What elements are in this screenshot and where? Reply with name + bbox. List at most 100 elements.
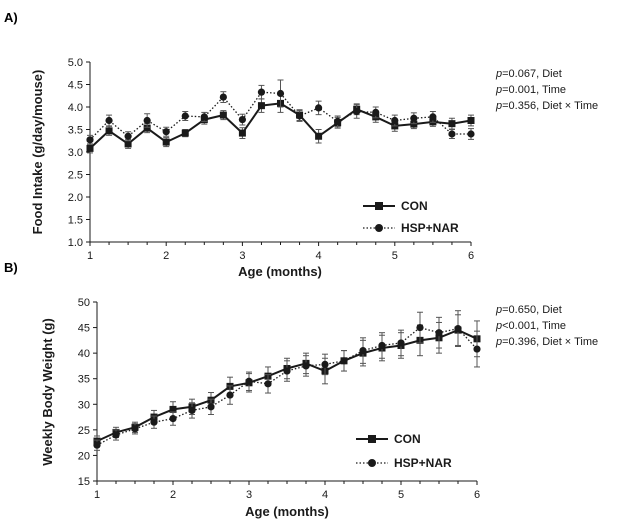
panel-a-y-tick-label: 4.0 — [68, 102, 83, 114]
panel-a-x-axis-title: Age (months) — [238, 264, 322, 279]
panel-a-series-con-point — [105, 127, 113, 135]
panel-b-series-hsp-nar — [93, 310, 481, 451]
panel-b-series-hsp-nar-point — [264, 380, 272, 388]
panel-a-series-con-point — [448, 120, 456, 128]
panel-a-y-ticks: 1.0 1.5 2.0 2.5 3.0 3.5 4.0 4.5 5.0 — [68, 57, 90, 249]
panel-b-series-hsp-nar-line — [96, 326, 478, 446]
panel-b-x-tick-label: 3 — [246, 489, 252, 501]
panel-a-legend-hsp: HSP+NAR — [363, 221, 459, 235]
legend-square-marker-icon — [368, 435, 376, 443]
panel-a-series — [86, 79, 475, 154]
panel-b-x-tick-label: 2 — [170, 489, 176, 501]
panel-a-stat-diet: p=0.067, Diet — [495, 68, 562, 80]
panel-a-series-hsp-nar-point — [334, 117, 342, 125]
panel-b-x-tick-label: 4 — [322, 489, 328, 501]
panel-b-legend-hsp-label: HSP+NAR — [394, 456, 452, 470]
panel-a-series-hsp-nar — [86, 79, 475, 145]
panel-b-stat-diet: p=0.650, Diet — [495, 304, 562, 316]
legend-circle-marker-icon — [375, 224, 383, 232]
panel-b-series-con-point — [169, 405, 177, 413]
panel-a-x-tick-label: 5 — [392, 250, 398, 262]
panel-a-x-tick-label: 1 — [87, 250, 93, 262]
panel-a-series-hsp-nar-point — [448, 130, 456, 138]
panel-a-series-hsp-nar-point — [257, 88, 266, 96]
panel-b-y-tick-label: 25 — [78, 425, 90, 437]
panel-b-series-hsp-nar-point — [169, 415, 177, 423]
panel-a-y-tick-label: 1.5 — [68, 215, 83, 227]
panel-a-series-con-point — [162, 138, 170, 146]
panel-b-series-hsp-nar-point — [112, 431, 120, 439]
legend-circle-marker-icon — [368, 459, 376, 467]
panel-b-y-tick-label: 40 — [78, 348, 90, 360]
panel-a-x-tick-label: 3 — [239, 250, 245, 262]
panel-a-x-tick-label: 2 — [163, 250, 169, 262]
panel-b-stats: p=0.650, Diet p<0.001, Time p=0.396, Die… — [495, 304, 598, 348]
panel-b-series-hsp-nar-point — [188, 406, 196, 415]
panel-b-series-hsp-nar-point — [397, 339, 405, 347]
panel-a-series-con-point — [86, 144, 94, 152]
panel-a-series-hsp-nar-point — [372, 108, 380, 116]
panel-a-series-con-point — [124, 140, 132, 148]
panel-b-stat-interaction: p=0.396, Diet × Time — [495, 336, 598, 348]
panel-a-label: A) — [4, 10, 18, 25]
panel-a-series-con-point — [257, 102, 265, 110]
panel-a-series-hsp-nar-point — [238, 116, 246, 124]
panel-a-series-hsp-nar-point — [200, 113, 208, 121]
panel-b-y-tick-label: 15 — [78, 476, 90, 488]
panel-b-legend-con: CON — [356, 432, 421, 446]
panel-b-series-hsp-nar-point — [435, 329, 443, 337]
panel-a-series-hsp-nar-point — [295, 112, 304, 120]
panel-b-series — [93, 310, 481, 451]
panel-b-series-hsp-nar-point — [359, 346, 367, 355]
panel-b-legend: CON HSP+NAR — [356, 432, 452, 470]
panel-b-stat-time: p<0.001, Time — [495, 320, 566, 332]
panel-b-series-hsp-nar-point — [302, 362, 310, 370]
panel-a-y-tick-label: 2.0 — [68, 192, 83, 204]
panel-a-stat-time: p=0.001, Time — [495, 84, 566, 96]
panel-b-series-hsp-nar-point — [226, 391, 234, 399]
panel-b-y-tick-label: 30 — [78, 399, 90, 411]
panel-a-series-hsp-nar-point — [391, 116, 399, 125]
panel-a-stats: p=0.067, Diet p=0.001, Time p=0.356, Die… — [495, 68, 598, 112]
panel-b-legend-hsp: HSP+NAR — [356, 456, 452, 470]
panel-a-series-hsp-nar-point — [429, 113, 437, 121]
panel-a-series-con-point — [467, 117, 475, 124]
panel-a-series-con-point — [143, 124, 151, 132]
panel-a-y-tick-label: 2.5 — [68, 170, 83, 182]
panel-a-series-hsp-nar-point — [315, 104, 323, 112]
panel-b-series-hsp-nar-point — [283, 367, 291, 375]
panel-a-food-intake: A) 1.0 1.5 2.0 2.5 3.0 3.5 4.0 4.5 5.0 1 2 3 4 5 6 Ag… — [4, 10, 598, 279]
panel-b-y-tick-label: 35 — [78, 374, 90, 386]
panel-a-y-tick-label: 4.5 — [68, 80, 83, 92]
panel-b-legend-con-label: CON — [394, 432, 421, 446]
panel-b-series-hsp-nar-point — [454, 324, 462, 333]
panel-b-y-tick-label: 20 — [78, 450, 90, 462]
panel-a-legend-con: CON — [363, 199, 428, 213]
panel-b-x-ticks: 1 2 3 4 5 6 — [94, 481, 480, 501]
panel-b-series-hsp-nar-point — [378, 341, 386, 350]
panel-b-y-tick-label: 45 — [78, 323, 90, 335]
panel-b-x-tick-label: 1 — [94, 489, 100, 501]
panel-a-legend: CON HSP+NAR — [363, 199, 459, 235]
panel-a-series-hsp-nar-point — [143, 116, 151, 125]
panel-a-y-tick-label: 3.0 — [68, 147, 83, 159]
panel-b-x-tick-label: 6 — [474, 489, 480, 501]
panel-b-series-hsp-nar-point — [340, 357, 348, 365]
panel-a-series-con-point — [181, 129, 189, 137]
legend-square-marker-icon — [375, 202, 383, 210]
panel-a-series-hsp-nar-point — [105, 116, 113, 125]
panel-b-series-hsp-nar-point — [150, 418, 158, 426]
panel-b-label: B) — [4, 260, 18, 275]
panel-b-x-axis-title: Age (months) — [245, 504, 329, 519]
panel-a-x-ticks: 1 2 3 4 5 6 — [87, 242, 474, 262]
panel-a-y-axis-title: Food Intake (g/day/mouse) — [30, 70, 45, 235]
panel-b-y-axis-title: Weekly Body Weight (g) — [40, 318, 55, 466]
panel-b-series-hsp-nar-point — [416, 323, 424, 332]
panel-a-series-hsp-nar-point — [162, 128, 170, 136]
panel-b-series-hsp-nar-point — [131, 425, 139, 433]
panel-a-series-con-point — [219, 111, 227, 119]
panel-b-series-hsp-nar-point — [207, 403, 215, 411]
panel-a-x-tick-label: 4 — [316, 250, 322, 262]
panel-b-x-tick-label: 5 — [398, 489, 404, 501]
